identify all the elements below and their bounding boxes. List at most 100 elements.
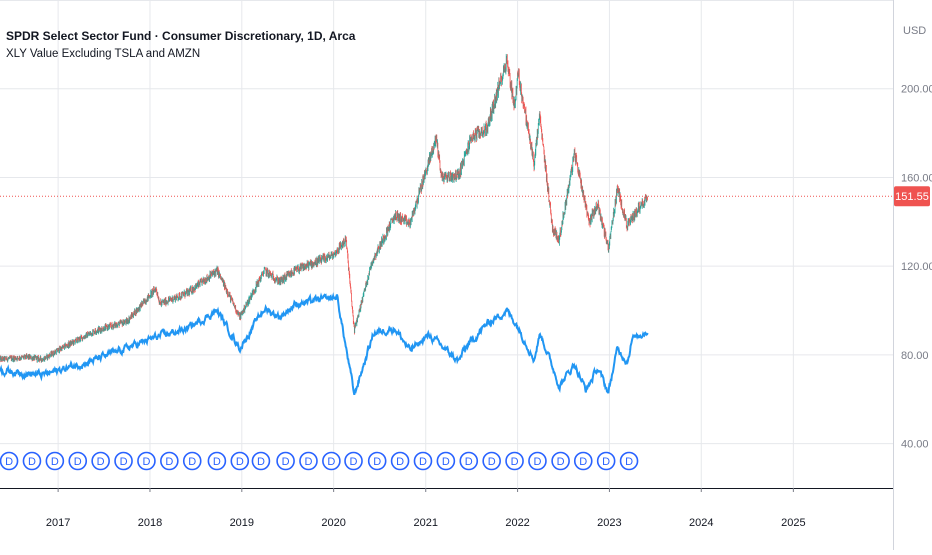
dividend-marker: D [276,451,295,471]
dividend-marker-circle [160,451,179,471]
dividend-marker: D [505,451,524,471]
x-tick-label: 2021 [413,517,437,529]
dividend-marker-label: D [533,456,541,468]
dividend-marker-label: D [282,456,290,468]
dividend-marker: D [573,451,593,471]
dividend-marker-label: D [327,456,335,468]
dividend-marker: D [22,451,42,471]
dividend-marker-circle [207,451,227,471]
dividend-marker: D [45,451,65,471]
x-tick-label: 2023 [597,517,621,529]
dividend-marker: D [251,451,271,471]
dividend-marker-circle [230,451,250,471]
dividend-marker-label: D [236,456,244,468]
dividend-marker-circle [322,451,341,471]
x-tick-label: 2022 [505,517,529,529]
dividend-marker-circle [68,451,88,471]
dividend-marker: D [114,451,133,471]
dividend-marker-label: D [305,456,313,468]
dividend-marker: D [367,451,387,471]
dividend-marker-circle [528,451,547,471]
currency-label: USD [903,25,926,37]
dividend-marker-label: D [188,456,196,468]
dividend-marker: D [436,451,456,471]
dividend-marker: D [619,451,639,471]
candlestick-series [0,53,648,363]
y-tick-label: 120.00 [901,261,932,273]
price-axis [893,0,932,550]
dividend-marker-label: D [97,456,105,468]
dividend-marker-circle [459,451,479,471]
chart-title: SPDR Select Sector Fund · Consumer Discr… [6,29,356,43]
dividend-marker-label: D [28,456,36,468]
dividend-marker-circle [573,451,593,471]
dividend-marker-circle [251,451,271,471]
dividend-marker: D [596,451,616,471]
dividend-marker-label: D [120,456,128,468]
dividend-marker-label: D [419,456,427,468]
dividend-marker: D [322,451,341,471]
dividend-marker-label: D [465,456,473,468]
dividend-marker: D [68,451,88,471]
x-tick-label: 2024 [689,517,713,529]
dividend-marker-label: D [488,456,496,468]
dividend-marker-circle [22,451,42,471]
dividend-marker-label: D [511,456,519,468]
dividend-marker-label: D [579,456,587,468]
dividend-marker-circle [482,451,501,471]
dividend-marker: D [230,451,250,471]
dividend-marker: D [551,451,570,471]
dividend-marker: D [344,451,363,471]
dividend-marker: D [390,451,410,471]
dividend-marker-label: D [396,456,404,468]
dividend-marker: D [299,451,318,471]
dividend-marker-label: D [165,456,173,468]
dividend-marker-circle [505,451,524,471]
dividend-marker-circle [45,451,65,471]
dividend-marker: D [528,451,547,471]
dividend-marker: D [413,451,433,471]
dividend-marker: D [137,451,156,471]
y-tick-label: 40.00 [901,439,929,451]
dividend-marker-circle [0,451,19,471]
dividend-marker-label: D [257,456,265,468]
dividend-marker: D [207,451,227,471]
dividend-marker: D [482,451,501,471]
dividend-marker-label: D [213,456,221,468]
dividend-marker-circle [619,451,639,471]
dividend-marker-label: D [602,456,610,468]
dividend-marker-circle [182,451,202,471]
dividend-marker-circle [436,451,456,471]
x-tick-label: 2019 [230,517,254,529]
dividend-marker: D [182,451,202,471]
dividend-marker-circle [367,451,387,471]
dividend-marker-label: D [51,456,59,468]
dividend-marker-circle [344,451,363,471]
dividend-marker-circle [551,451,570,471]
dividend-marker-label: D [5,456,13,468]
dividend-marker-label: D [625,456,633,468]
dividend-marker: D [0,451,19,471]
last-price-badge [894,186,930,207]
x-tick-label: 2017 [46,517,70,529]
x-tick-label: 2025 [781,517,805,529]
indicator-line [0,292,649,395]
y-tick-label: 80.00 [901,350,929,362]
dividend-marker-label: D [557,456,565,468]
last-price-label: 151.55 [895,191,929,203]
dividend-marker: D [459,451,479,471]
dividend-marker: D [91,451,110,471]
dividend-marker-circle [276,451,295,471]
dividend-marker-circle [114,451,133,471]
dividend-marker-circle [299,451,318,471]
dividend-marker-circle [137,451,156,471]
dividend-marker-label: D [142,456,150,468]
dividend-marker-label: D [373,456,381,468]
dividend-marker-label: D [350,456,358,468]
dividend-marker-label: D [442,456,450,468]
x-tick-label: 2020 [321,517,345,529]
dividend-marker-circle [596,451,616,471]
dividend-marker-circle [390,451,410,471]
